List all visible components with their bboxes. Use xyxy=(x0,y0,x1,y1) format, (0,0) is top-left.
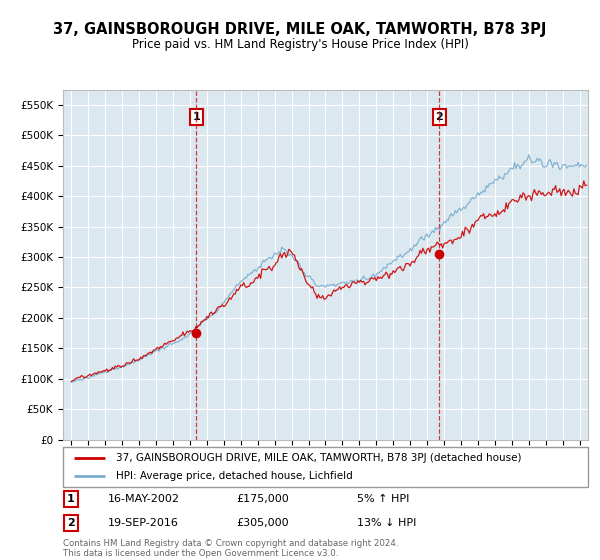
Text: 2: 2 xyxy=(436,112,443,122)
Text: £305,000: £305,000 xyxy=(236,518,289,528)
Text: £175,000: £175,000 xyxy=(236,494,289,504)
Text: Price paid vs. HM Land Registry's House Price Index (HPI): Price paid vs. HM Land Registry's House … xyxy=(131,38,469,50)
Text: 1: 1 xyxy=(193,112,200,122)
Text: 1: 1 xyxy=(67,494,75,504)
Text: 37, GAINSBOROUGH DRIVE, MILE OAK, TAMWORTH, B78 3PJ (detached house): 37, GAINSBOROUGH DRIVE, MILE OAK, TAMWOR… xyxy=(115,453,521,463)
Text: HPI: Average price, detached house, Lichfield: HPI: Average price, detached house, Lich… xyxy=(115,472,352,481)
Text: Contains HM Land Registry data © Crown copyright and database right 2024.
This d: Contains HM Land Registry data © Crown c… xyxy=(63,539,398,558)
Text: 16-MAY-2002: 16-MAY-2002 xyxy=(107,494,179,504)
Text: 37, GAINSBOROUGH DRIVE, MILE OAK, TAMWORTH, B78 3PJ: 37, GAINSBOROUGH DRIVE, MILE OAK, TAMWOR… xyxy=(53,22,547,38)
FancyBboxPatch shape xyxy=(63,447,588,487)
Text: 19-SEP-2016: 19-SEP-2016 xyxy=(107,518,179,528)
Text: 2: 2 xyxy=(67,518,75,528)
Text: 13% ↓ HPI: 13% ↓ HPI xyxy=(357,518,416,528)
Text: 5% ↑ HPI: 5% ↑ HPI xyxy=(357,494,409,504)
